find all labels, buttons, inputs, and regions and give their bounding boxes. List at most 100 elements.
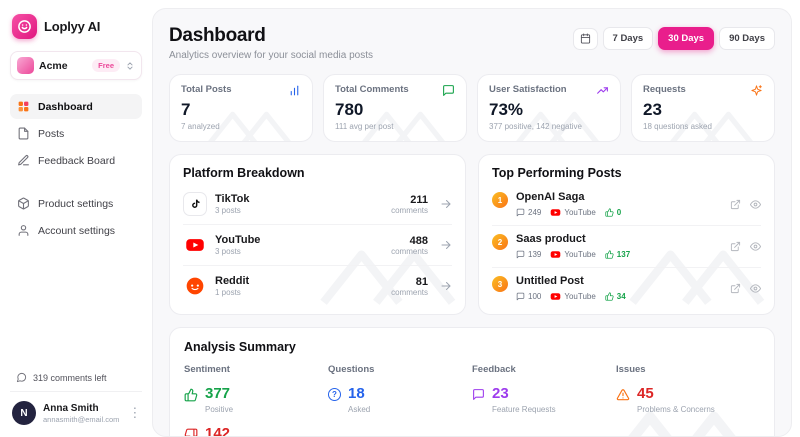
view-icon[interactable] — [750, 199, 761, 210]
stat-label: Total Posts — [181, 84, 232, 95]
feedback-column: Feedback 23 Feature Requests — [472, 364, 616, 436]
range-7-days-button[interactable]: 7 Days — [602, 27, 654, 50]
platform-comment-unit: comments — [391, 287, 428, 297]
comment-icon — [516, 250, 525, 259]
sentiment-column: Sentiment 377 Positive 142 Negative — [184, 364, 328, 436]
workspace-selector[interactable]: Acme Free — [10, 51, 142, 80]
analysis-summary-card: Analysis Summary Sentiment 377 Positive — [169, 327, 775, 436]
rank-badge: 1 — [492, 192, 508, 208]
app-logo: Loplyy AI — [10, 12, 142, 51]
platform-row-tiktok[interactable]: TikTok 3 posts 211 comments — [183, 184, 452, 225]
thumbs-up-icon — [605, 292, 614, 301]
stat-value: 780 — [335, 100, 364, 119]
platform-comment-count: 211 — [410, 193, 428, 206]
view-icon[interactable] — [750, 283, 761, 294]
card-title: Analysis Summary — [184, 340, 296, 354]
sidebar-item-feedback-board[interactable]: Feedback Board — [10, 148, 142, 173]
card-title: Top Performing Posts — [492, 166, 622, 180]
stat-label: Total Comments — [335, 84, 409, 95]
sidebar-item-account-settings[interactable]: Account settings — [10, 218, 142, 243]
column-label: Sentiment — [184, 364, 230, 375]
metric-caption: Problems & Concerns — [637, 404, 715, 414]
top-post-row-2: 2 Saas product 139 YouTube — [492, 226, 761, 268]
metric-value: 23 — [492, 385, 509, 402]
like-count: 0 — [605, 208, 621, 217]
settings-nav: Product settings Account settings — [10, 191, 142, 245]
page-title: Dashboard — [169, 25, 266, 46]
range-30-days-button[interactable]: 30 Days — [658, 27, 715, 50]
app-title: Loplyy AI — [44, 19, 101, 34]
stat-value: 23 — [643, 100, 662, 119]
stat-card-total-comments: Total Comments 780 111 avg per post — [323, 74, 467, 142]
sidebar-item-posts[interactable]: Posts — [10, 121, 142, 146]
stat-subtext: 377 positive, 142 negative — [489, 122, 582, 131]
platform-comment-count: 81 — [415, 275, 428, 288]
feedback-board-icon — [17, 154, 30, 167]
arrow-right-icon[interactable] — [440, 198, 452, 210]
feedback-metric: 23 Feature Requests — [472, 385, 616, 414]
stat-label: Requests — [643, 84, 686, 95]
workspace-name: Acme — [39, 59, 68, 72]
platform-label: YouTube — [550, 291, 596, 302]
platform-posts: 3 posts — [215, 247, 241, 256]
questions-metric: ? 18 Asked — [328, 385, 472, 414]
stat-subtext: 111 avg per post — [335, 122, 394, 131]
open-external-icon[interactable] — [730, 199, 741, 210]
bar-chart-icon — [288, 84, 301, 97]
positive-sentiment: 377 Positive — [184, 385, 328, 414]
comment-count: 100 — [516, 292, 541, 301]
sidebar-item-dashboard[interactable]: Dashboard — [10, 94, 142, 119]
platform-posts: 1 posts — [215, 288, 241, 297]
thumbs-up-icon — [605, 250, 614, 259]
platform-comment-count: 488 — [409, 234, 428, 247]
youtube-icon — [183, 233, 207, 257]
open-external-icon[interactable] — [730, 283, 741, 294]
date-range-controls: 7 Days 30 Days 90 Days — [572, 27, 775, 50]
platform-comment-unit: comments — [391, 246, 428, 256]
nav-label: Product settings — [38, 197, 114, 210]
sidebar-item-product-settings[interactable]: Product settings — [10, 191, 142, 216]
message-square-icon — [442, 84, 455, 97]
youtube-icon — [550, 207, 561, 218]
comment-count: 249 — [516, 208, 541, 217]
view-icon[interactable] — [750, 241, 761, 252]
comment-icon — [516, 208, 525, 217]
platform-name: Reddit — [215, 275, 250, 287]
file-icon — [17, 127, 30, 140]
top-post-row-1: 1 OpenAI Saga 249 YouTube — [492, 184, 761, 226]
rank-badge: 2 — [492, 234, 508, 250]
platform-name: YouTube — [215, 234, 261, 246]
page-subtitle: Analytics overview for your social media… — [169, 50, 373, 61]
issues-column: Issues 45 Problems & Concerns — [616, 364, 760, 436]
arrow-right-icon[interactable] — [440, 239, 452, 251]
platform-label: YouTube — [550, 249, 596, 260]
sidebar-footer: 319 comments left N Anna Smith annasmith… — [10, 368, 142, 427]
arrow-right-icon[interactable] — [440, 280, 452, 292]
middle-row: Platform Breakdown TikTok 3 posts 211 co… — [169, 154, 775, 315]
rank-badge: 3 — [492, 276, 508, 292]
open-external-icon[interactable] — [730, 241, 741, 252]
post-title: OpenAI Saga — [516, 191, 585, 203]
platform-label: YouTube — [550, 207, 596, 218]
message-square-icon — [472, 388, 485, 414]
calendar-button[interactable] — [572, 27, 598, 50]
stat-subtext: 7 analyzed — [181, 122, 220, 131]
metric-value: 18 — [348, 385, 365, 402]
range-90-days-button[interactable]: 90 Days — [719, 27, 775, 50]
comments-quota-label: 319 comments left — [33, 372, 107, 383]
nav-label: Dashboard — [38, 100, 93, 113]
platform-posts: 3 posts — [215, 206, 241, 215]
stat-subtext: 18 questions asked — [643, 122, 712, 131]
workspace-plan-badge: Free — [92, 59, 120, 72]
metric-caption: Feature Requests — [492, 404, 556, 414]
comment-icon — [516, 292, 525, 301]
user-menu[interactable]: N Anna Smith annasmith@email.com ⋮ — [10, 391, 142, 427]
sparkles-icon — [750, 84, 763, 97]
nav-label: Account settings — [38, 224, 116, 237]
platform-row-reddit[interactable]: Reddit 1 posts 81 comments — [183, 266, 452, 306]
post-title: Untitled Post — [516, 275, 584, 287]
platform-row-youtube[interactable]: YouTube 3 posts 488 comments — [183, 225, 452, 266]
metric-caption: Positive — [205, 404, 234, 414]
kebab-menu-icon[interactable]: ⋮ — [128, 405, 142, 420]
stat-value: 7 — [181, 100, 191, 119]
